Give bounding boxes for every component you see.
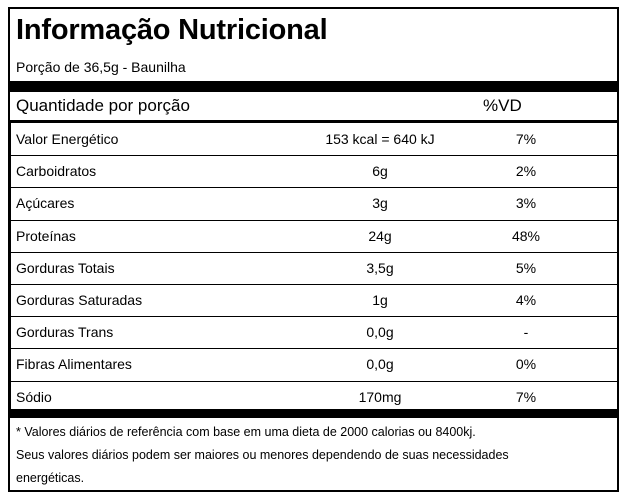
- row-divider: [10, 252, 617, 253]
- header-quantity-label: Quantidade por porção: [16, 96, 190, 115]
- nutrient-name: Carboidratos: [16, 163, 97, 179]
- nutrient-daily-value: 4%: [515, 292, 537, 308]
- nutrient-name: Valor Energético: [16, 131, 119, 147]
- top-thick-rule: [10, 81, 617, 90]
- nutrient-row: Gorduras Trans 0,0g -: [10, 317, 617, 349]
- nutrient-daily-value: 7%: [515, 131, 537, 147]
- row-divider: [10, 348, 617, 349]
- nutrient-amount: 3,5g: [366, 260, 394, 276]
- nutrient-amount: 0,0g: [366, 324, 394, 340]
- nutrient-daily-value: 48%: [511, 228, 541, 244]
- row-divider: [10, 316, 617, 317]
- nutrient-amount: 153 kcal = 640 kJ: [325, 131, 435, 147]
- footnote-line-2: Seus valores diários podem ser maiores o…: [16, 448, 509, 462]
- nutrient-row: Valor Energético 153 kcal = 640 kJ 7%: [10, 124, 617, 156]
- nutrient-name: Proteínas: [16, 228, 76, 244]
- nutrient-daily-value: 7%: [515, 389, 537, 405]
- nutrient-name: Fibras Alimentares: [16, 356, 132, 372]
- nutrient-daily-value: 5%: [515, 260, 537, 276]
- bottom-thick-rule: [10, 409, 617, 418]
- nutrient-amount: 6g: [372, 163, 388, 179]
- nutrient-daily-value: 0%: [515, 356, 537, 372]
- header-vd-label: %VD: [483, 96, 522, 115]
- nutrient-row: Fibras Alimentares 0,0g 0%: [10, 349, 617, 381]
- nutrient-name: Gorduras Totais: [16, 260, 115, 276]
- row-divider: [10, 155, 617, 156]
- left-table-border: [10, 123, 11, 413]
- row-divider: [10, 381, 617, 382]
- footnote-line-1: * Valores diários de referência com base…: [16, 425, 476, 439]
- nutrient-daily-value: 3%: [515, 195, 537, 211]
- nutrient-amount: 1g: [372, 292, 388, 308]
- nutrient-row: Carboidratos 6g 2%: [10, 156, 617, 188]
- nutrient-row: Gorduras Saturadas 1g 4%: [10, 285, 617, 317]
- nutrient-row: Açúcares 3g 3%: [10, 188, 617, 220]
- row-divider: [10, 187, 617, 188]
- footnote-line-3: energéticas.: [16, 471, 85, 485]
- nutrient-amount: 3g: [372, 195, 388, 211]
- nutrient-row: Gorduras Totais 3,5g 5%: [10, 253, 617, 285]
- serving-size: Porção de 36,5g - Baunilha: [16, 59, 186, 75]
- table-header: [10, 90, 617, 123]
- nutrient-row: Sódio 170mg 7%: [10, 382, 617, 414]
- label-frame: [8, 7, 619, 492]
- nutrient-amount: 0,0g: [366, 356, 394, 372]
- nutrient-row: Proteínas 24g 48%: [10, 221, 617, 253]
- label-title: Informação Nutricional: [16, 14, 328, 46]
- nutrient-amount: 170mg: [358, 389, 402, 405]
- nutrient-name: Gorduras Saturadas: [16, 292, 143, 308]
- row-divider: [10, 284, 617, 285]
- row-divider: [10, 220, 617, 221]
- nutrient-name: Gorduras Trans: [16, 324, 114, 340]
- nutrient-daily-value: -: [523, 324, 529, 340]
- nutrient-name: Sódio: [16, 389, 52, 405]
- nutrient-amount: 24g: [368, 228, 392, 244]
- nutrient-name: Açúcares: [16, 195, 75, 211]
- nutrient-daily-value: 2%: [515, 163, 537, 179]
